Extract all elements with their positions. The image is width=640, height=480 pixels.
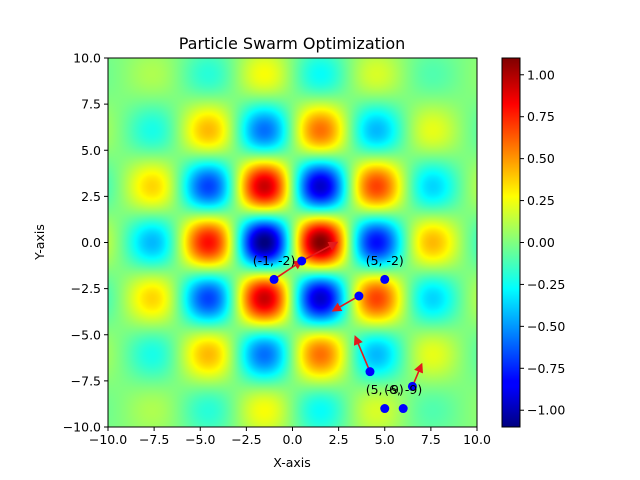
colorbar-tick-label: −0.75 bbox=[527, 361, 565, 376]
x-tick-label: −2.5 bbox=[231, 432, 261, 447]
x-tick-label: 0.0 bbox=[283, 432, 303, 447]
point-annotation: (5, -2) bbox=[366, 253, 404, 268]
x-tick-label: −7.5 bbox=[139, 432, 169, 447]
annotations: (-1, -2) (5, -2) (5, -9)(6, -9) bbox=[253, 253, 423, 397]
y-tick-label: 0.0 bbox=[81, 235, 101, 250]
particle-point bbox=[297, 256, 307, 266]
y-tick-label: 2.5 bbox=[81, 189, 101, 204]
particle-point bbox=[380, 404, 390, 414]
velocity-arrow bbox=[353, 335, 371, 372]
y-tick-label: 7.5 bbox=[81, 97, 101, 112]
x-tick-label: 10.0 bbox=[463, 432, 491, 447]
particle-point bbox=[407, 381, 417, 391]
point-annotation: (6, -9) bbox=[384, 382, 422, 397]
colorbar-tick-label: 0.50 bbox=[527, 151, 555, 166]
colorbar-ticks: −1.00 −0.75 −0.50 −0.25 0.00 0.25 0.50 0.75 1.00 bbox=[520, 67, 565, 418]
y-tick-label: 10.0 bbox=[73, 51, 101, 66]
particle-point bbox=[380, 274, 390, 284]
y-tick-label: −7.5 bbox=[71, 373, 101, 388]
point-annotation: (-1, -2) bbox=[253, 253, 296, 268]
colorbar-tick-label: 0.75 bbox=[527, 109, 555, 124]
velocity-arrow bbox=[273, 260, 304, 281]
colorbar-tick-label: 1.00 bbox=[527, 67, 555, 82]
particle-point bbox=[269, 274, 279, 284]
x-axis-label: X-axis bbox=[273, 455, 311, 470]
x-tick-label: 2.5 bbox=[329, 432, 349, 447]
colorbar-tick-label: 0.00 bbox=[527, 235, 555, 250]
colorbar-tick-label: 0.25 bbox=[527, 193, 555, 208]
x-tick-label: −5.0 bbox=[185, 432, 215, 447]
velocity-arrow bbox=[301, 241, 339, 262]
y-tick-label: −5.0 bbox=[71, 327, 101, 342]
colorbar-tick-label: −0.50 bbox=[527, 319, 565, 334]
x-tick-label: 5.0 bbox=[375, 432, 395, 447]
y-tick-label: 5.0 bbox=[81, 143, 101, 158]
colorbar-tick-label: −0.25 bbox=[527, 277, 565, 292]
point-annotation: (5, -9) bbox=[366, 382, 404, 397]
colorbar-tick-label: −1.00 bbox=[527, 403, 565, 418]
y-tick-label: −2.5 bbox=[71, 281, 101, 296]
particles bbox=[269, 256, 417, 414]
particle-point bbox=[365, 367, 375, 377]
heatmap bbox=[108, 58, 477, 427]
particle-point bbox=[398, 404, 408, 414]
y-tick-label: −10.0 bbox=[63, 420, 101, 435]
y-axis-label: Y-axis bbox=[32, 224, 47, 261]
colorbar bbox=[501, 57, 521, 428]
x-tick-label: −10.0 bbox=[89, 432, 127, 447]
chart-title: Particle Swarm Optimization bbox=[179, 34, 406, 53]
velocity-arrows bbox=[273, 241, 424, 387]
x-tick-label: 7.5 bbox=[421, 432, 441, 447]
particle-point bbox=[354, 291, 364, 301]
x-axis: −10.0 −7.5 −5.0 −2.5 0.0 2.5 5.0 7.5 10.0 bbox=[89, 427, 491, 447]
y-axis: −10.0 −7.5 −5.0 −2.5 0.0 2.5 5.0 7.5 10.0 bbox=[63, 51, 108, 435]
velocity-arrow bbox=[331, 295, 360, 312]
